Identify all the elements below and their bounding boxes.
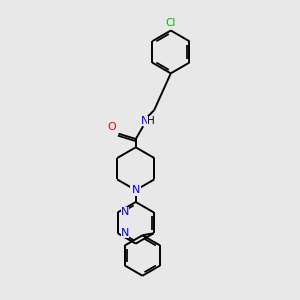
Text: H: H bbox=[147, 116, 155, 126]
Text: N: N bbox=[121, 228, 129, 238]
Text: N: N bbox=[121, 207, 129, 218]
Text: O: O bbox=[107, 122, 116, 133]
Text: N: N bbox=[131, 185, 140, 195]
Text: N: N bbox=[140, 116, 149, 126]
Text: Cl: Cl bbox=[166, 18, 176, 28]
